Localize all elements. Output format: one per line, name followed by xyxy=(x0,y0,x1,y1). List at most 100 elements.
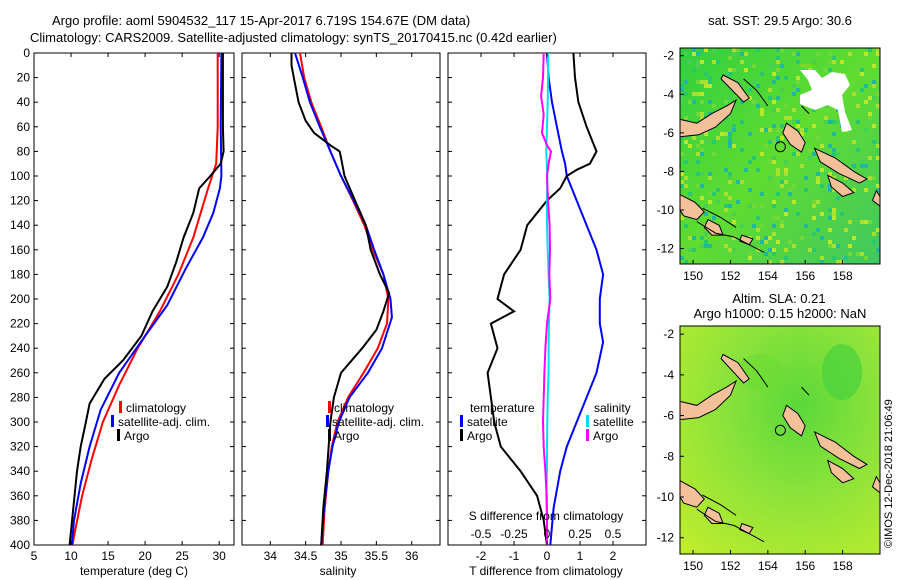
sst-pixel xyxy=(756,216,760,220)
sst-pixel xyxy=(876,144,880,148)
sst-pixel xyxy=(864,52,868,56)
sst-pixel xyxy=(688,100,692,104)
sst-pixel xyxy=(748,64,752,68)
y-tick-label: 60 xyxy=(17,120,31,134)
sst-pixel xyxy=(708,112,712,116)
sst-pixel xyxy=(704,212,708,216)
sst-pixel xyxy=(688,248,692,252)
sst-pixel xyxy=(816,172,820,176)
sst-pixel xyxy=(756,48,760,52)
s-diff-tick-label: 0.5 xyxy=(605,527,622,541)
sst-pixel xyxy=(704,84,708,88)
sst-pixel xyxy=(864,100,868,104)
legend-label-climatology: climatology xyxy=(126,401,186,415)
sst-pixel xyxy=(748,188,752,192)
sst-pixel xyxy=(692,236,696,240)
salinity-legend: climatology satellite-adj. clim. Argo xyxy=(326,401,424,443)
land-island xyxy=(680,379,738,421)
sst-pixel xyxy=(748,256,752,260)
sst-pixel xyxy=(708,80,712,84)
sst-pixel xyxy=(792,108,796,112)
sst-pixel xyxy=(732,248,736,252)
sst-pixel xyxy=(716,188,720,192)
legend-swatch-argo xyxy=(328,429,331,441)
sst-pixel xyxy=(872,140,876,144)
sst-pixel xyxy=(784,168,788,172)
sst-pixel xyxy=(868,176,872,180)
sst-pixel xyxy=(788,240,792,244)
sst-pixel xyxy=(704,204,708,208)
legend-label-sal-satellite: satellite xyxy=(593,415,634,429)
sst-pixel xyxy=(720,132,724,136)
sst-pixel xyxy=(704,80,708,84)
sst-pixel xyxy=(808,148,812,152)
sst-pixel xyxy=(700,244,704,248)
sst-pixel xyxy=(768,88,772,92)
sst-pixel xyxy=(768,160,772,164)
sst-pixel xyxy=(784,212,788,216)
sst-pixel xyxy=(704,72,708,76)
sst-pixel xyxy=(828,60,832,64)
sst-pixel xyxy=(860,164,864,168)
sst-pixel xyxy=(812,152,816,156)
sst-pixel xyxy=(872,64,876,68)
sst-pixel xyxy=(708,100,712,104)
sst-pixel xyxy=(792,200,796,204)
s-diff-tick-label: -0.25 xyxy=(500,527,528,541)
sst-pixel xyxy=(732,68,736,72)
sst-pixel xyxy=(864,256,868,260)
sst-pixel xyxy=(796,60,800,64)
sst-pixel xyxy=(708,244,712,248)
sst-pixel xyxy=(876,208,880,212)
y-tick-label: 220 xyxy=(10,317,30,331)
salinity-plot-frame xyxy=(241,52,441,546)
legend-swatch-temp-satellite xyxy=(460,415,463,427)
sst-pixel xyxy=(820,236,824,240)
legend-label-sal-argo: Argo xyxy=(593,429,619,443)
x-tick-label: 20 xyxy=(138,549,152,563)
y-tick-label: 380 xyxy=(10,513,30,527)
map-x-tick-label: 156 xyxy=(795,559,815,573)
legend-swatch-climatology xyxy=(328,401,331,413)
sst-pixel xyxy=(684,176,688,180)
s-diff-tick-label: -0.5 xyxy=(471,527,492,541)
sst-pixel xyxy=(732,220,736,224)
sst-pixel xyxy=(772,124,776,128)
sst-pixel xyxy=(768,236,772,240)
sst-pixel xyxy=(744,168,748,172)
sst-pixel xyxy=(784,248,788,252)
sst-pixel xyxy=(840,60,844,64)
x-tick-label: 2 xyxy=(610,549,617,563)
x-tick-label: 0 xyxy=(544,549,551,563)
land-island xyxy=(720,353,750,384)
reef-outline xyxy=(696,221,765,253)
sst-pixel xyxy=(732,236,736,240)
x-tick-label: -1 xyxy=(509,549,520,563)
sst-pixel xyxy=(688,60,692,64)
map-y-tick-label: -6 xyxy=(663,126,674,140)
sst-pixel xyxy=(728,180,732,184)
sst-pixel xyxy=(692,48,696,52)
map-y-tick-label: -4 xyxy=(663,368,674,382)
sst-pixel xyxy=(768,128,772,132)
sst-pixel xyxy=(728,72,732,76)
sst-pixel xyxy=(784,104,788,108)
sst-pixel xyxy=(788,192,792,196)
s-diff-tick-label: 0 xyxy=(544,527,551,541)
series-line-satellite-adj-clim- xyxy=(70,52,223,546)
sst-pixel xyxy=(680,152,684,156)
sst-pixel xyxy=(844,256,848,260)
difference-x-label: T difference from climatology xyxy=(469,564,623,578)
sst-pixel xyxy=(724,244,728,248)
sst-pixel xyxy=(756,248,760,252)
sst-pixel xyxy=(828,188,832,192)
sst-pixel xyxy=(684,184,688,188)
x-tick-label: 5 xyxy=(31,549,38,563)
sst-pixel xyxy=(688,144,692,148)
temperature-x-label: temperature (deg C) xyxy=(80,564,188,578)
sst-pixel xyxy=(844,176,848,180)
sst-pixel xyxy=(864,220,868,224)
sst-pixel xyxy=(764,240,768,244)
sst-pixel xyxy=(700,112,704,116)
sst-pixel xyxy=(828,120,832,124)
